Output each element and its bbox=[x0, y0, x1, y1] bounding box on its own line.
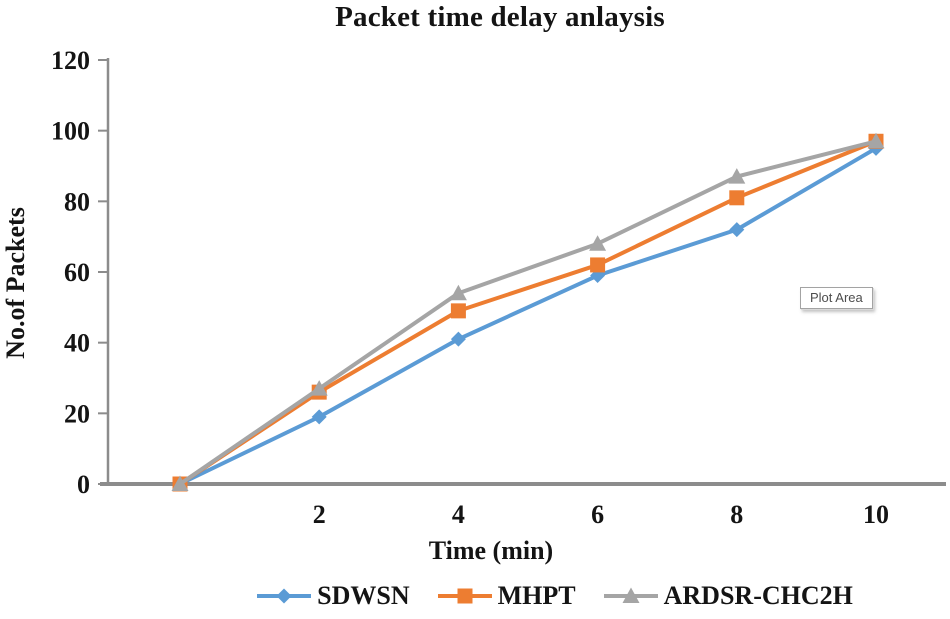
legend-item-mhpt[interactable]: MHPT bbox=[437, 581, 576, 611]
sdwsn-diamond-marker-icon bbox=[257, 586, 312, 606]
plot-area-tooltip: Plot Area bbox=[800, 287, 873, 309]
x-axis-title: Time (min) bbox=[428, 536, 554, 565]
legend-item-ardsr-chc2h[interactable]: ARDSR-CHC2H bbox=[603, 581, 853, 611]
ardsr-chc2h-triangle-marker-icon bbox=[603, 586, 658, 606]
legend-label-sdwsn: SDWSN bbox=[317, 581, 410, 610]
mhpt-square-marker-icon bbox=[437, 586, 492, 606]
y-axis-title: No.of Packets bbox=[1, 207, 30, 359]
legend-label-mhpt: MHPT bbox=[497, 581, 576, 610]
svg-text:6: 6 bbox=[591, 500, 604, 529]
svg-text:0: 0 bbox=[77, 470, 90, 499]
svg-text:8: 8 bbox=[730, 500, 743, 529]
svg-text:2: 2 bbox=[313, 500, 326, 529]
svg-text:120: 120 bbox=[51, 46, 90, 75]
svg-text:4: 4 bbox=[452, 500, 465, 529]
legend: SDWSN MHPT ARDSR-CHC2H bbox=[160, 577, 950, 615]
chart-title: Packet time delay anlaysis bbox=[335, 1, 665, 33]
svg-text:80: 80 bbox=[64, 187, 90, 216]
svg-text:60: 60 bbox=[64, 258, 90, 287]
svg-text:100: 100 bbox=[51, 117, 90, 146]
svg-text:10: 10 bbox=[863, 500, 889, 529]
svg-text:40: 40 bbox=[64, 329, 90, 358]
legend-label-ardsr-chc2h: ARDSR-CHC2H bbox=[663, 581, 853, 610]
legend-item-sdwsn[interactable]: SDWSN bbox=[257, 581, 410, 611]
svg-text:20: 20 bbox=[64, 399, 90, 428]
